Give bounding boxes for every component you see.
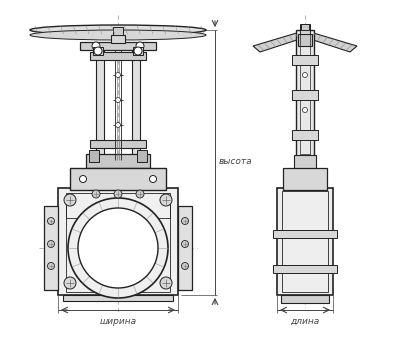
- Bar: [63, 295, 173, 301]
- Circle shape: [302, 108, 308, 112]
- Circle shape: [150, 175, 156, 182]
- Bar: [66, 193, 170, 292]
- Bar: [137, 150, 147, 162]
- Bar: [282, 191, 328, 292]
- Bar: [292, 130, 318, 140]
- Circle shape: [80, 175, 86, 182]
- Text: высота: высота: [219, 157, 253, 166]
- Bar: [44, 206, 58, 290]
- Circle shape: [64, 277, 76, 289]
- Bar: [70, 168, 166, 190]
- Circle shape: [136, 190, 144, 198]
- Text: длина: длина: [290, 317, 320, 326]
- Bar: [178, 206, 192, 290]
- Bar: [89, 150, 99, 162]
- Circle shape: [302, 73, 308, 78]
- Bar: [132, 50, 140, 155]
- Bar: [292, 90, 318, 100]
- Bar: [133, 47, 143, 55]
- Bar: [281, 295, 329, 303]
- Bar: [273, 265, 337, 273]
- Circle shape: [116, 122, 120, 127]
- Ellipse shape: [30, 30, 206, 40]
- Bar: [58, 188, 178, 295]
- Circle shape: [136, 42, 144, 50]
- Bar: [113, 27, 123, 35]
- Bar: [111, 35, 125, 43]
- Circle shape: [160, 194, 172, 206]
- Bar: [90, 140, 146, 148]
- Circle shape: [92, 190, 100, 198]
- Circle shape: [116, 73, 120, 78]
- Circle shape: [182, 240, 188, 247]
- Circle shape: [64, 194, 76, 206]
- Circle shape: [78, 208, 158, 288]
- Circle shape: [134, 47, 142, 55]
- Bar: [96, 50, 104, 155]
- Circle shape: [48, 240, 54, 247]
- Bar: [283, 168, 327, 190]
- Circle shape: [182, 218, 188, 225]
- Circle shape: [116, 98, 120, 102]
- Circle shape: [114, 190, 122, 198]
- Bar: [296, 30, 314, 158]
- Bar: [300, 34, 310, 154]
- Polygon shape: [253, 32, 303, 52]
- Bar: [294, 155, 316, 170]
- Bar: [277, 188, 333, 295]
- Circle shape: [48, 263, 54, 270]
- Circle shape: [94, 47, 102, 55]
- Text: ширина: ширина: [100, 317, 136, 326]
- Circle shape: [182, 263, 188, 270]
- Bar: [90, 52, 146, 60]
- Circle shape: [92, 42, 100, 50]
- Bar: [292, 55, 318, 65]
- Bar: [301, 24, 309, 30]
- Bar: [93, 47, 103, 55]
- Circle shape: [48, 218, 54, 225]
- Polygon shape: [307, 32, 357, 52]
- Bar: [273, 230, 337, 238]
- Circle shape: [160, 277, 172, 289]
- Bar: [298, 34, 312, 46]
- Bar: [300, 24, 310, 34]
- Bar: [86, 154, 150, 168]
- Ellipse shape: [30, 25, 206, 35]
- Circle shape: [68, 198, 168, 298]
- Bar: [80, 42, 156, 50]
